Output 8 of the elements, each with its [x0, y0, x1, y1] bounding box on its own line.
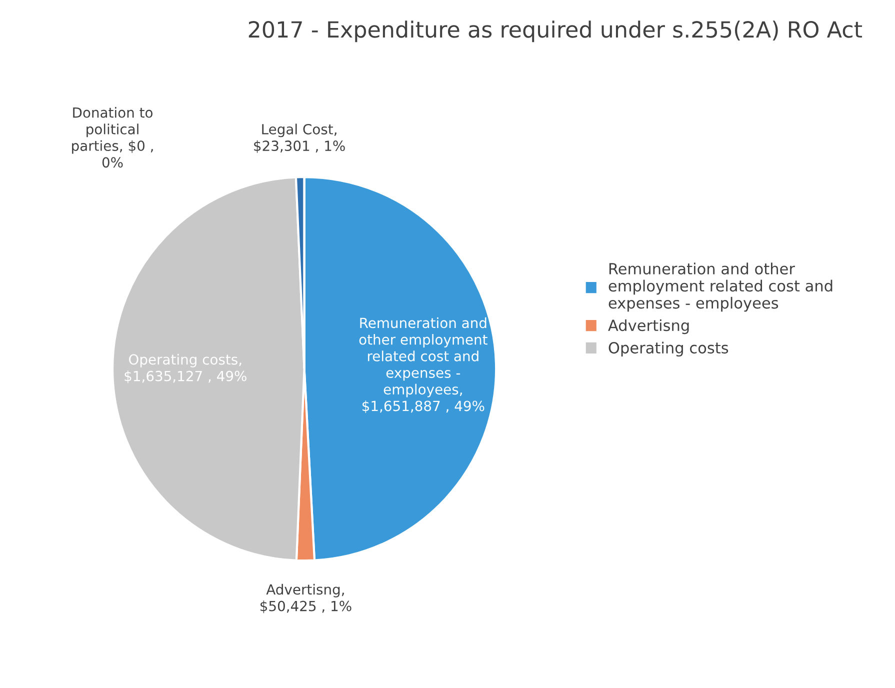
legend-label: Remuneration and other employment related cost and expenses - employees [608, 262, 832, 312]
text: Donation to political parties, $0 , 0% [72, 107, 153, 168]
data-label: Remuneration and other employment related cost and expenses - employees, $1,651,887 , 49% [359, 317, 488, 414]
data-label: Advertisng, $50,425 , 1% [260, 584, 352, 614]
legend-label: Operating costs [608, 342, 728, 357]
data-label: Legal Cost, $23,301 , 1% [254, 124, 345, 153]
legend-label: Advertisng [608, 319, 689, 334]
chart-title: 2017 - Expenditure as required under s.255(2A) RO Act [248, 20, 862, 42]
